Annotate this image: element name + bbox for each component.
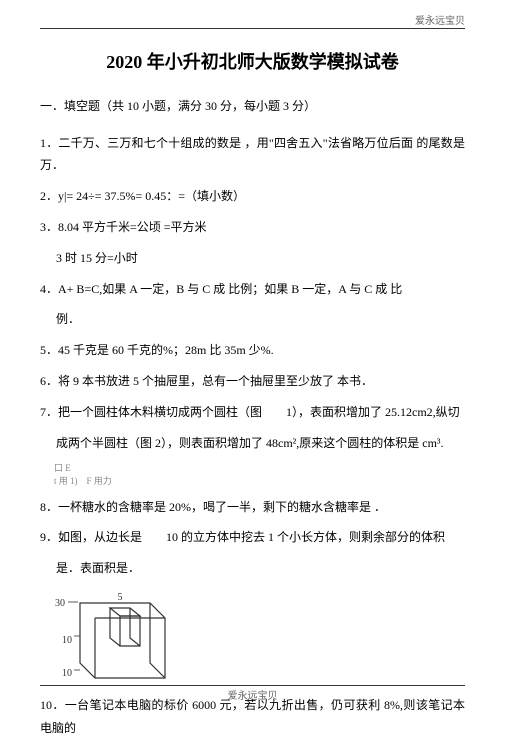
- footer-rule: [40, 685, 465, 686]
- question-8: 8．一杯糖水的含糖率是 20%，喝了一半，剩下的糖水含糖率是 ．: [40, 496, 465, 519]
- question-9-line2: 是．表面积是．: [40, 557, 465, 580]
- question-3-line2: 3 时 15 分=小时: [40, 247, 465, 270]
- question-4: 4．A+ B=C,如果 A 一定，B 与 C 成 比例；如果 B 一定，A 与 …: [40, 278, 465, 301]
- svg-text:10: 10: [62, 635, 72, 646]
- question-5: 5．45 千克是 60 千克的%；28m 比 35m 少%.: [40, 339, 465, 362]
- fig-text-2: t 用 1) F 用力: [54, 476, 112, 486]
- header-rule: [40, 28, 465, 29]
- question-3: 3．8.04 平方千米=公顷 =平方米: [40, 216, 465, 239]
- section-header: 一．填空题（共 10 小题，满分 30 分，每小题 3 分）: [40, 96, 465, 118]
- figure-caption-1: 口 E t 用 1) F 用力: [54, 462, 465, 487]
- question-7-line2: 成两个半圆柱（图 2），则表面积增加了 48cm²,原来这个圆柱的体积是 cm³…: [40, 432, 465, 455]
- question-1: 1．二千万、三万和七个十组成的数是 ，用"四舍五入"法省略万位后面 的尾数是 万…: [40, 132, 465, 178]
- fig-text-1: 口 E: [54, 463, 71, 473]
- question-4-line2: 例．: [40, 308, 465, 331]
- page-title: 2020 年小升初北师大版数学模拟试卷: [40, 48, 465, 74]
- svg-text:30: 30: [55, 598, 65, 609]
- svg-text:10: 10: [62, 668, 72, 679]
- question-7: 7．把一个圆柱体木料横切成两个圆柱（图 1），表面积增加了 25.12cm2,纵…: [40, 401, 465, 424]
- question-2: 2．y|= 24÷= 37.5%= 0.45：=（填小数）: [40, 185, 465, 208]
- question-6: 6．将 9 本书放进 5 个抽屉里，总有一个抽屉里至少放了 本书．: [40, 370, 465, 393]
- page-content: 2020 年小升初北师大版数学模拟试卷 一．填空题（共 10 小题，满分 30 …: [0, 0, 505, 740]
- header-watermark: 爱永远宝贝: [415, 12, 465, 27]
- svg-text:5: 5: [118, 592, 123, 603]
- cube-figure: 30 5 10 10: [50, 588, 465, 688]
- footer-watermark: 爱永远宝贝: [0, 687, 505, 702]
- cube-diagram: 30 5 10 10: [50, 588, 165, 683]
- question-9: 9．如图，从边长是 10 的立方体中挖去 1 个小长方体，则剩余部分的体积: [40, 526, 465, 549]
